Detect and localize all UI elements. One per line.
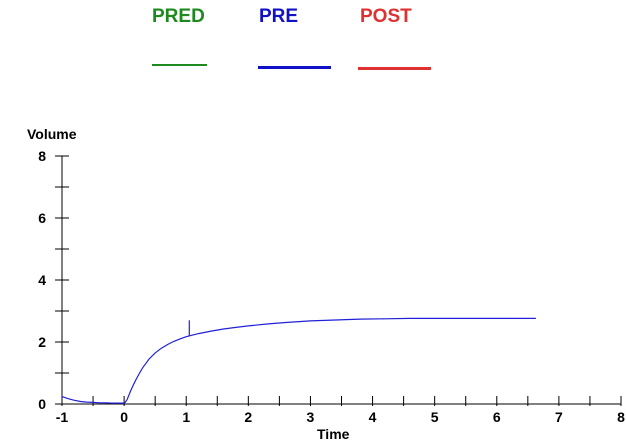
- x-tick-label: 7: [555, 409, 563, 425]
- x-tick-label: 5: [431, 409, 439, 425]
- x-tick-label: 1: [182, 409, 190, 425]
- legend-label-post: POST: [360, 6, 412, 27]
- y-tick-label: 8: [38, 148, 46, 164]
- x-tick-label: 0: [120, 409, 128, 425]
- x-tick-label: -1: [56, 409, 69, 425]
- x-tick-label: 2: [244, 409, 252, 425]
- y-axis-label: Volume: [27, 126, 77, 142]
- legend-swatch-pred: [152, 64, 207, 66]
- legend-label-pre: PRE: [259, 6, 299, 27]
- tick-labels: -1 0 1 2 3 4 5 6 7 8 0 2 4 6 8: [38, 148, 625, 425]
- x-tick-label: 6: [493, 409, 501, 425]
- x-tick-label: 8: [617, 409, 625, 425]
- series-line-pre: [61, 317, 536, 404]
- legend-label-pred: PRED: [152, 6, 205, 27]
- x-tick-label: 4: [369, 409, 377, 425]
- y-tick-label: 0: [38, 396, 46, 412]
- legend-swatch-pre: [258, 66, 331, 69]
- x-tick-label: 3: [307, 409, 315, 425]
- x-axis-label: Time: [317, 426, 350, 442]
- y-tick-label: 6: [38, 210, 46, 226]
- tick-marks: [55, 155, 622, 406]
- legend-swatch-post: [358, 67, 431, 70]
- series-layer: [61, 317, 536, 404]
- y-tick-label: 4: [38, 272, 46, 288]
- axes: [61, 156, 621, 405]
- y-tick-label: 2: [38, 334, 46, 350]
